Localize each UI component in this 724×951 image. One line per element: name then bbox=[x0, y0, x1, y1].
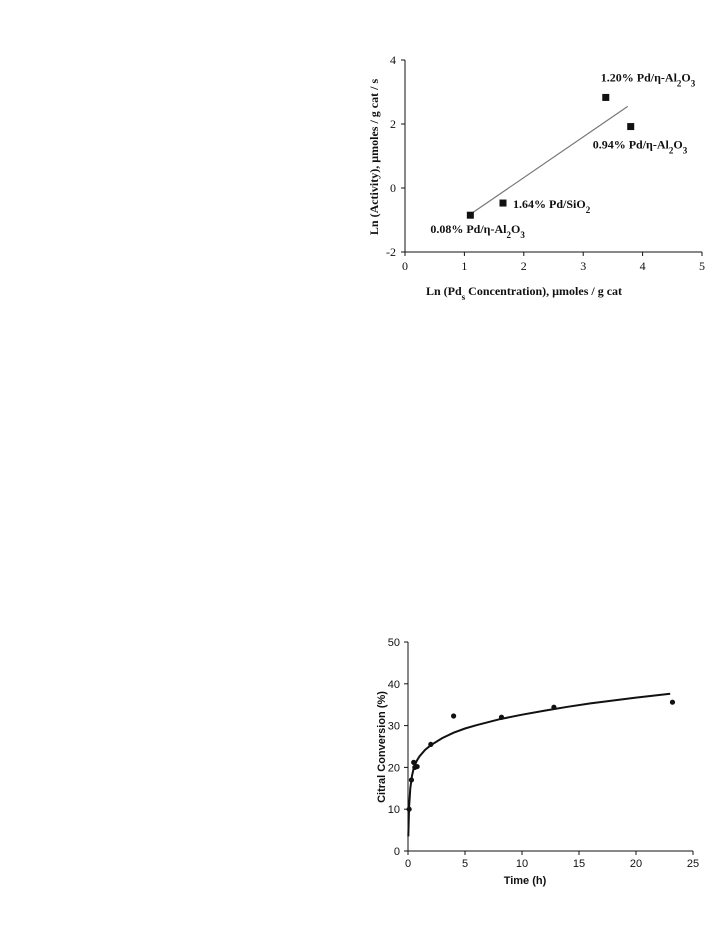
chartA-x-tick-label: 5 bbox=[699, 259, 705, 273]
chartB-data-point bbox=[498, 714, 505, 720]
chartA-y-tick-label: 2 bbox=[390, 117, 396, 131]
chartB-x-tick-label: 0 bbox=[405, 858, 411, 870]
chartA-x-axis-label: Ln (Pds Concentration), µmoles / g cat bbox=[426, 284, 622, 302]
chartA-x-tick-label: 1 bbox=[461, 259, 467, 273]
chartA-x-tick-label: 0 bbox=[402, 259, 408, 273]
chartB-y-tick-label: 30 bbox=[388, 721, 400, 733]
chartB-y-axis-label: Citral Conversion (%) bbox=[376, 691, 388, 803]
chartB-data-point bbox=[451, 713, 457, 719]
chartB-x-tick-label: 20 bbox=[630, 858, 642, 870]
chartA-data-point bbox=[499, 199, 507, 207]
chartA-x-tick-label: 2 bbox=[521, 259, 527, 273]
chartB-x-tick-label: 5 bbox=[462, 858, 468, 870]
chartB-y-tick-label: 40 bbox=[388, 679, 400, 691]
chartB-x-tick-label: 15 bbox=[573, 858, 585, 870]
chartB-data-point bbox=[411, 759, 417, 765]
chartA-y-tick-label: 4 bbox=[390, 53, 396, 67]
chartB-data-point bbox=[414, 763, 420, 770]
chartA-data-point bbox=[602, 93, 610, 101]
chartB-x-axis-label: Time (h) bbox=[504, 875, 547, 887]
chartA-data-point bbox=[466, 211, 474, 219]
chartA-point-label: 0.94% Pd/η-Al2O3 bbox=[593, 138, 688, 156]
chartB-data-point bbox=[669, 699, 676, 705]
chartB-data-point bbox=[406, 806, 412, 812]
chartA-fit-line bbox=[470, 105, 629, 215]
chart-activity-vs-pd: 0 1 2 3 4 5 -2 0 2 4 0.08% Pd/η-Al2O3 1.64% Pd/Si… bbox=[367, 53, 705, 302]
chartA-point-label: 0.08% Pd/η-Al2O3 bbox=[430, 222, 525, 240]
chartB-y-tick-label: 20 bbox=[388, 762, 400, 774]
chartA-point-label: 1.64% Pd/SiO2 bbox=[513, 197, 591, 215]
chartA-x-tick-label: 4 bbox=[640, 259, 646, 273]
chartA-y-axis-label: Ln (Activity), µmoles / g cat / s bbox=[367, 79, 381, 236]
chartB-x-tick-label: 10 bbox=[516, 858, 528, 870]
chartB-x-tick-label: 25 bbox=[687, 858, 699, 870]
chartA-y-tick-label: -2 bbox=[386, 245, 396, 259]
chartB-data-point bbox=[551, 704, 557, 710]
chartA-y-tick-label: 0 bbox=[390, 181, 396, 195]
chartB-data-point bbox=[428, 741, 434, 748]
chartB-y-tick-label: 0 bbox=[394, 846, 400, 858]
chartB-y-tick-label: 10 bbox=[388, 804, 400, 816]
chartB-fit-curve bbox=[407, 692, 671, 837]
chartB-data-point bbox=[408, 777, 415, 783]
chartB-y-tick-label: 50 bbox=[388, 637, 400, 649]
chartA-point-label: 1.20% Pd/η-Al2O3 bbox=[601, 70, 696, 88]
chartA-data-point bbox=[627, 123, 635, 131]
chartA-x-tick-label: 3 bbox=[580, 259, 586, 273]
chart-citral-conversion: 0 5 10 15 20 25 0 10 20 30 40 50 Time (h) Citral C… bbox=[376, 637, 699, 887]
